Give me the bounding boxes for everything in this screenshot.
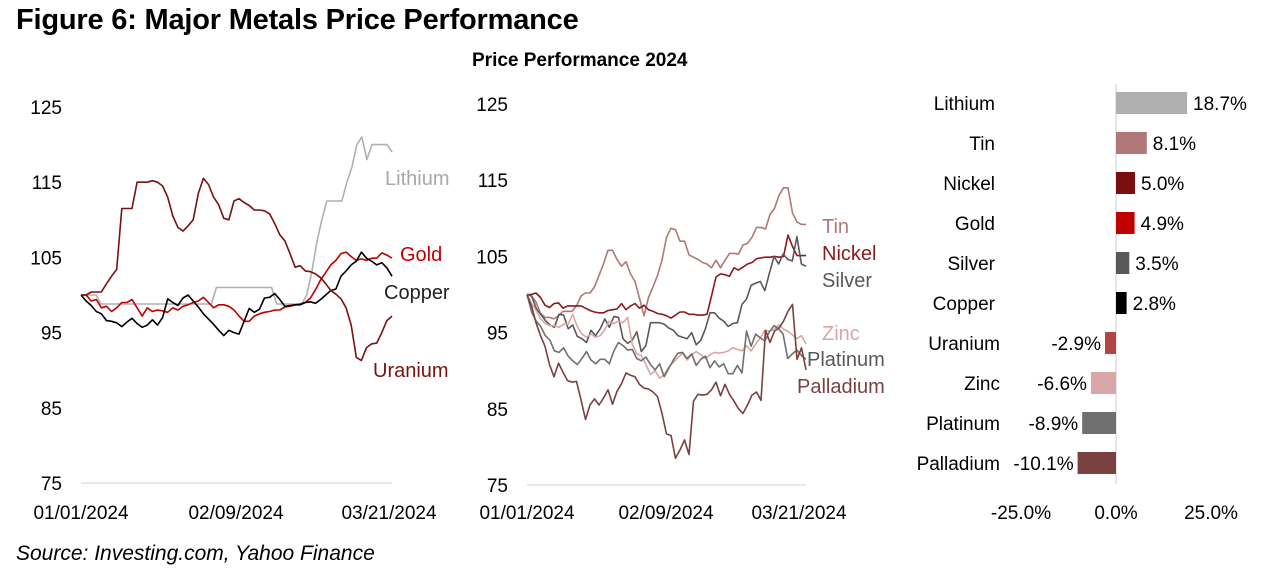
series-line-silver xyxy=(526,235,807,353)
x-tick-label: 03/21/2024 xyxy=(341,503,437,524)
x-tick-label: 01/01/2024 xyxy=(479,503,575,524)
series-line-gold xyxy=(81,251,393,323)
bar-category-label: Copper xyxy=(933,294,996,315)
bar-value-label: 2.8% xyxy=(1133,294,1176,315)
series-label-tin: Tin xyxy=(822,216,849,238)
x-tick-label: -25.0% xyxy=(991,503,1051,524)
bar-silver xyxy=(1116,252,1130,274)
bar-category-label: Palladium xyxy=(917,454,1000,475)
line-chart-1: 125 115 105 95 85 75 01/01/2024 02/09/2024 03/21… xyxy=(30,98,450,524)
series-line-zinc xyxy=(526,294,807,380)
bar-gold xyxy=(1116,212,1135,234)
bar-value-label: 3.5% xyxy=(1135,254,1178,275)
bar-category-label: Zinc xyxy=(964,374,1000,395)
x-tick-label: 0.0% xyxy=(1094,503,1137,524)
series-line-nickel xyxy=(527,234,806,319)
series-label-gold: Gold xyxy=(400,244,442,266)
series-label-uranium: Uranium xyxy=(373,360,449,382)
series-line-platinum xyxy=(526,294,807,378)
x-tick-label: 02/09/2024 xyxy=(618,503,714,524)
bar-value-label: 18.7% xyxy=(1193,94,1247,115)
bar-value-label: 5.0% xyxy=(1141,174,1184,195)
y-tick-label: 85 xyxy=(41,399,62,420)
bar-category-label: Silver xyxy=(947,254,995,275)
bar-category-label: Uranium xyxy=(928,334,1000,355)
y-tick-label: 105 xyxy=(30,248,62,269)
y-tick-label: 115 xyxy=(478,171,508,192)
bar-chart: Lithium 18.7% Tin 8.1% Nickel 5.0% Gold 4.9% Sil… xyxy=(917,84,1247,524)
bar-uranium xyxy=(1105,332,1116,354)
series-line-uranium xyxy=(81,177,393,362)
x-tick-label: 03/21/2024 xyxy=(751,503,847,524)
x-tick-label: 25.0% xyxy=(1184,503,1238,524)
bar-category-label: Nickel xyxy=(943,174,995,195)
series-line-lithium xyxy=(81,136,393,305)
y-tick-label: 95 xyxy=(487,324,508,345)
y-tick-label: 125 xyxy=(30,98,62,119)
y-tick-label: 75 xyxy=(487,476,508,497)
bar-nickel xyxy=(1116,172,1135,194)
bar-category-label: Gold xyxy=(955,214,995,235)
source-note: Source: Investing.com, Yahoo Finance xyxy=(16,542,375,565)
series-line-copper xyxy=(80,251,393,337)
bar-value-label: -6.6% xyxy=(1037,374,1087,395)
bar-zinc xyxy=(1090,372,1116,394)
series-label-silver: Silver xyxy=(822,270,872,292)
bar-category-label: Tin xyxy=(969,134,995,155)
line-chart-2: 125 115 105 95 85 75 01/01/2024 02/09/2024 03/21… xyxy=(476,95,885,524)
bar-value-label: -10.1% xyxy=(1013,454,1073,475)
y-tick-label: 95 xyxy=(41,324,62,345)
bar-lithium xyxy=(1116,92,1188,114)
bar-palladium xyxy=(1077,452,1116,474)
bar-category-label: Platinum xyxy=(926,414,1000,435)
bar-value-label: 4.9% xyxy=(1141,214,1184,235)
y-tick-label: 85 xyxy=(487,400,508,421)
series-line-tin xyxy=(526,187,806,320)
x-tick-label: 02/09/2024 xyxy=(188,503,284,524)
y-tick-label: 105 xyxy=(476,247,508,268)
series-line-palladium xyxy=(526,294,807,460)
y-tick-label: 115 xyxy=(32,173,62,194)
y-tick-label: 125 xyxy=(476,95,508,116)
chart-subtitle: Price Performance 2024 xyxy=(472,50,688,71)
bar-value-label: -2.9% xyxy=(1051,334,1101,355)
bar-copper xyxy=(1116,292,1127,314)
bar-platinum xyxy=(1082,412,1116,434)
figure-title: Figure 6: Major Metals Price Performance xyxy=(16,4,579,36)
bar-value-label: -8.9% xyxy=(1029,414,1079,435)
series-label-palladium: Palladium xyxy=(797,376,885,398)
series-label-lithium: Lithium xyxy=(385,168,449,190)
series-label-copper: Copper xyxy=(384,282,450,304)
x-tick-label: 01/01/2024 xyxy=(33,503,129,524)
bar-value-label: 8.1% xyxy=(1153,134,1196,155)
series-label-zinc: Zinc xyxy=(822,323,860,345)
series-label-platinum: Platinum xyxy=(807,349,885,371)
bar-tin xyxy=(1116,132,1147,154)
bar-category-label: Lithium xyxy=(934,94,995,115)
series-label-nickel: Nickel xyxy=(822,243,876,265)
y-tick-label: 75 xyxy=(41,474,62,495)
